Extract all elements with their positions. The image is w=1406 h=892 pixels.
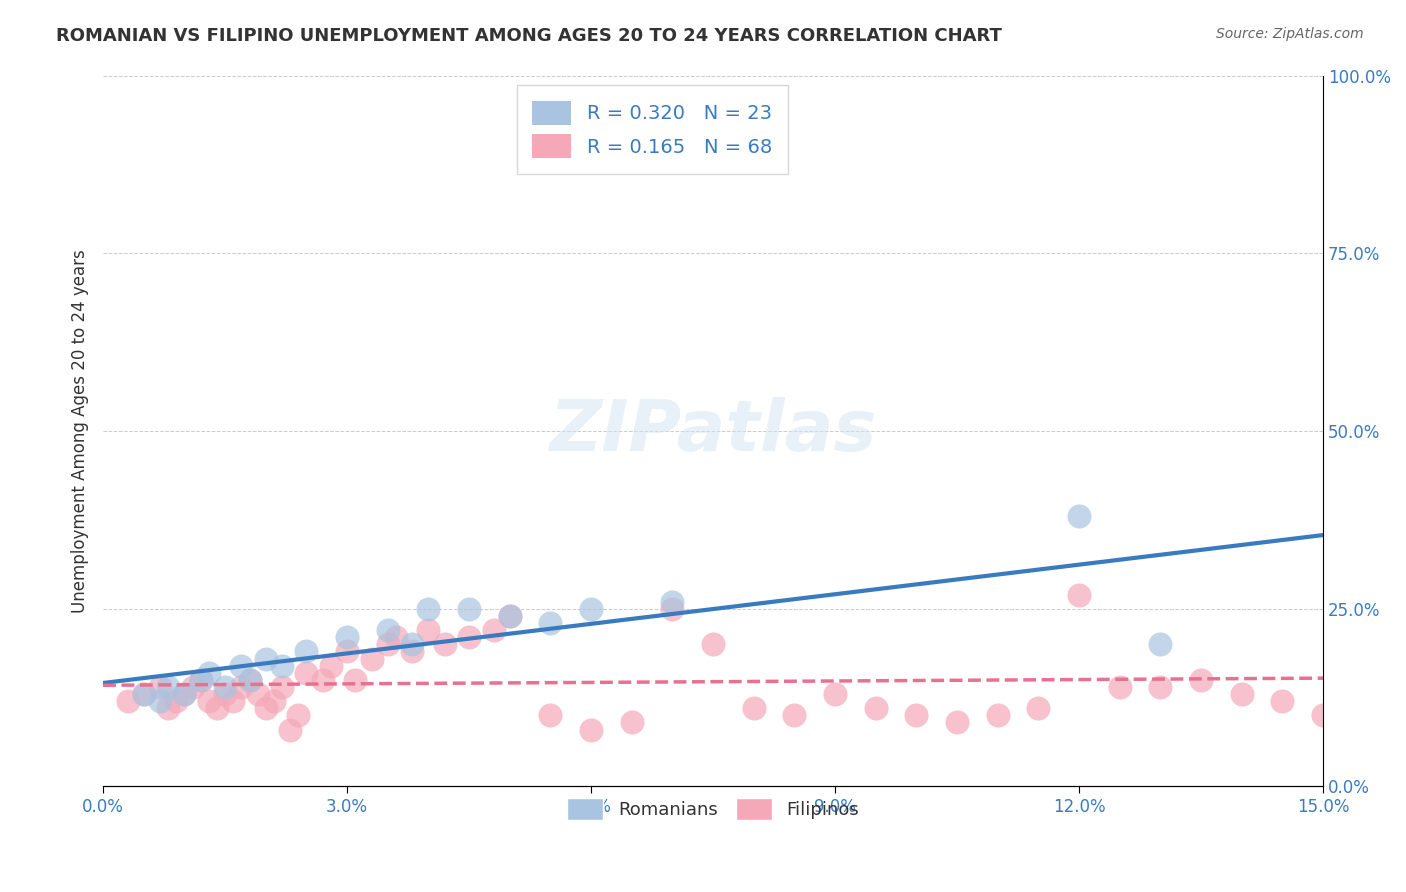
Point	[198, 665, 221, 680]
Point	[231, 680, 253, 694]
Point	[336, 644, 359, 658]
Point	[1069, 588, 1091, 602]
Point	[190, 673, 212, 687]
Point	[344, 673, 367, 687]
Point	[579, 601, 602, 615]
Point	[433, 637, 456, 651]
Point	[157, 680, 180, 694]
Point	[540, 708, 562, 723]
Point	[385, 630, 408, 644]
Y-axis label: Unemployment Among Ages 20 to 24 years: Unemployment Among Ages 20 to 24 years	[72, 249, 89, 613]
Point	[238, 673, 260, 687]
Text: Source: ZipAtlas.com: Source: ZipAtlas.com	[1216, 27, 1364, 41]
Point	[742, 701, 765, 715]
Text: ZIPatlas: ZIPatlas	[550, 397, 877, 466]
Point	[987, 708, 1010, 723]
Point	[319, 658, 342, 673]
Point	[173, 687, 195, 701]
Point	[540, 615, 562, 630]
Point	[401, 644, 423, 658]
Point	[458, 630, 481, 644]
Point	[418, 623, 440, 637]
Point	[946, 715, 969, 730]
Point	[238, 673, 260, 687]
Point	[181, 680, 204, 694]
Point	[263, 694, 285, 708]
Point	[312, 673, 335, 687]
Point	[824, 687, 846, 701]
Point	[1230, 687, 1253, 701]
Point	[214, 687, 236, 701]
Point	[278, 723, 301, 737]
Point	[783, 708, 806, 723]
Legend: Romanians, Filipinos: Romanians, Filipinos	[553, 783, 873, 834]
Point	[165, 694, 187, 708]
Point	[1069, 509, 1091, 524]
Point	[198, 694, 221, 708]
Point	[905, 708, 928, 723]
Point	[117, 694, 139, 708]
Point	[499, 608, 522, 623]
Point	[271, 658, 294, 673]
Point	[1353, 701, 1375, 715]
Point	[173, 687, 195, 701]
Point	[1189, 673, 1212, 687]
Point	[401, 637, 423, 651]
Point	[132, 687, 155, 701]
Point	[482, 623, 505, 637]
Point	[360, 651, 382, 665]
Point	[458, 601, 481, 615]
Point	[1028, 701, 1050, 715]
Point	[336, 630, 359, 644]
Point	[295, 665, 318, 680]
Point	[157, 701, 180, 715]
Point	[1149, 680, 1171, 694]
Point	[377, 637, 399, 651]
Point	[254, 701, 277, 715]
Point	[1312, 708, 1334, 723]
Point	[231, 658, 253, 673]
Point	[205, 701, 228, 715]
Point	[418, 601, 440, 615]
Point	[222, 694, 245, 708]
Point	[620, 715, 643, 730]
Point	[702, 637, 724, 651]
Point	[377, 623, 399, 637]
Point	[214, 680, 236, 694]
Point	[190, 673, 212, 687]
Point	[1393, 637, 1406, 651]
Point	[1108, 680, 1130, 694]
Point	[661, 594, 683, 608]
Point	[132, 687, 155, 701]
Point	[271, 680, 294, 694]
Point	[254, 651, 277, 665]
Point	[865, 701, 887, 715]
Text: ROMANIAN VS FILIPINO UNEMPLOYMENT AMONG AGES 20 TO 24 YEARS CORRELATION CHART: ROMANIAN VS FILIPINO UNEMPLOYMENT AMONG …	[56, 27, 1002, 45]
Point	[287, 708, 309, 723]
Point	[149, 680, 172, 694]
Point	[295, 644, 318, 658]
Point	[246, 687, 269, 701]
Point	[661, 601, 683, 615]
Point	[499, 608, 522, 623]
Point	[149, 694, 172, 708]
Point	[1271, 694, 1294, 708]
Point	[579, 723, 602, 737]
Point	[1149, 637, 1171, 651]
